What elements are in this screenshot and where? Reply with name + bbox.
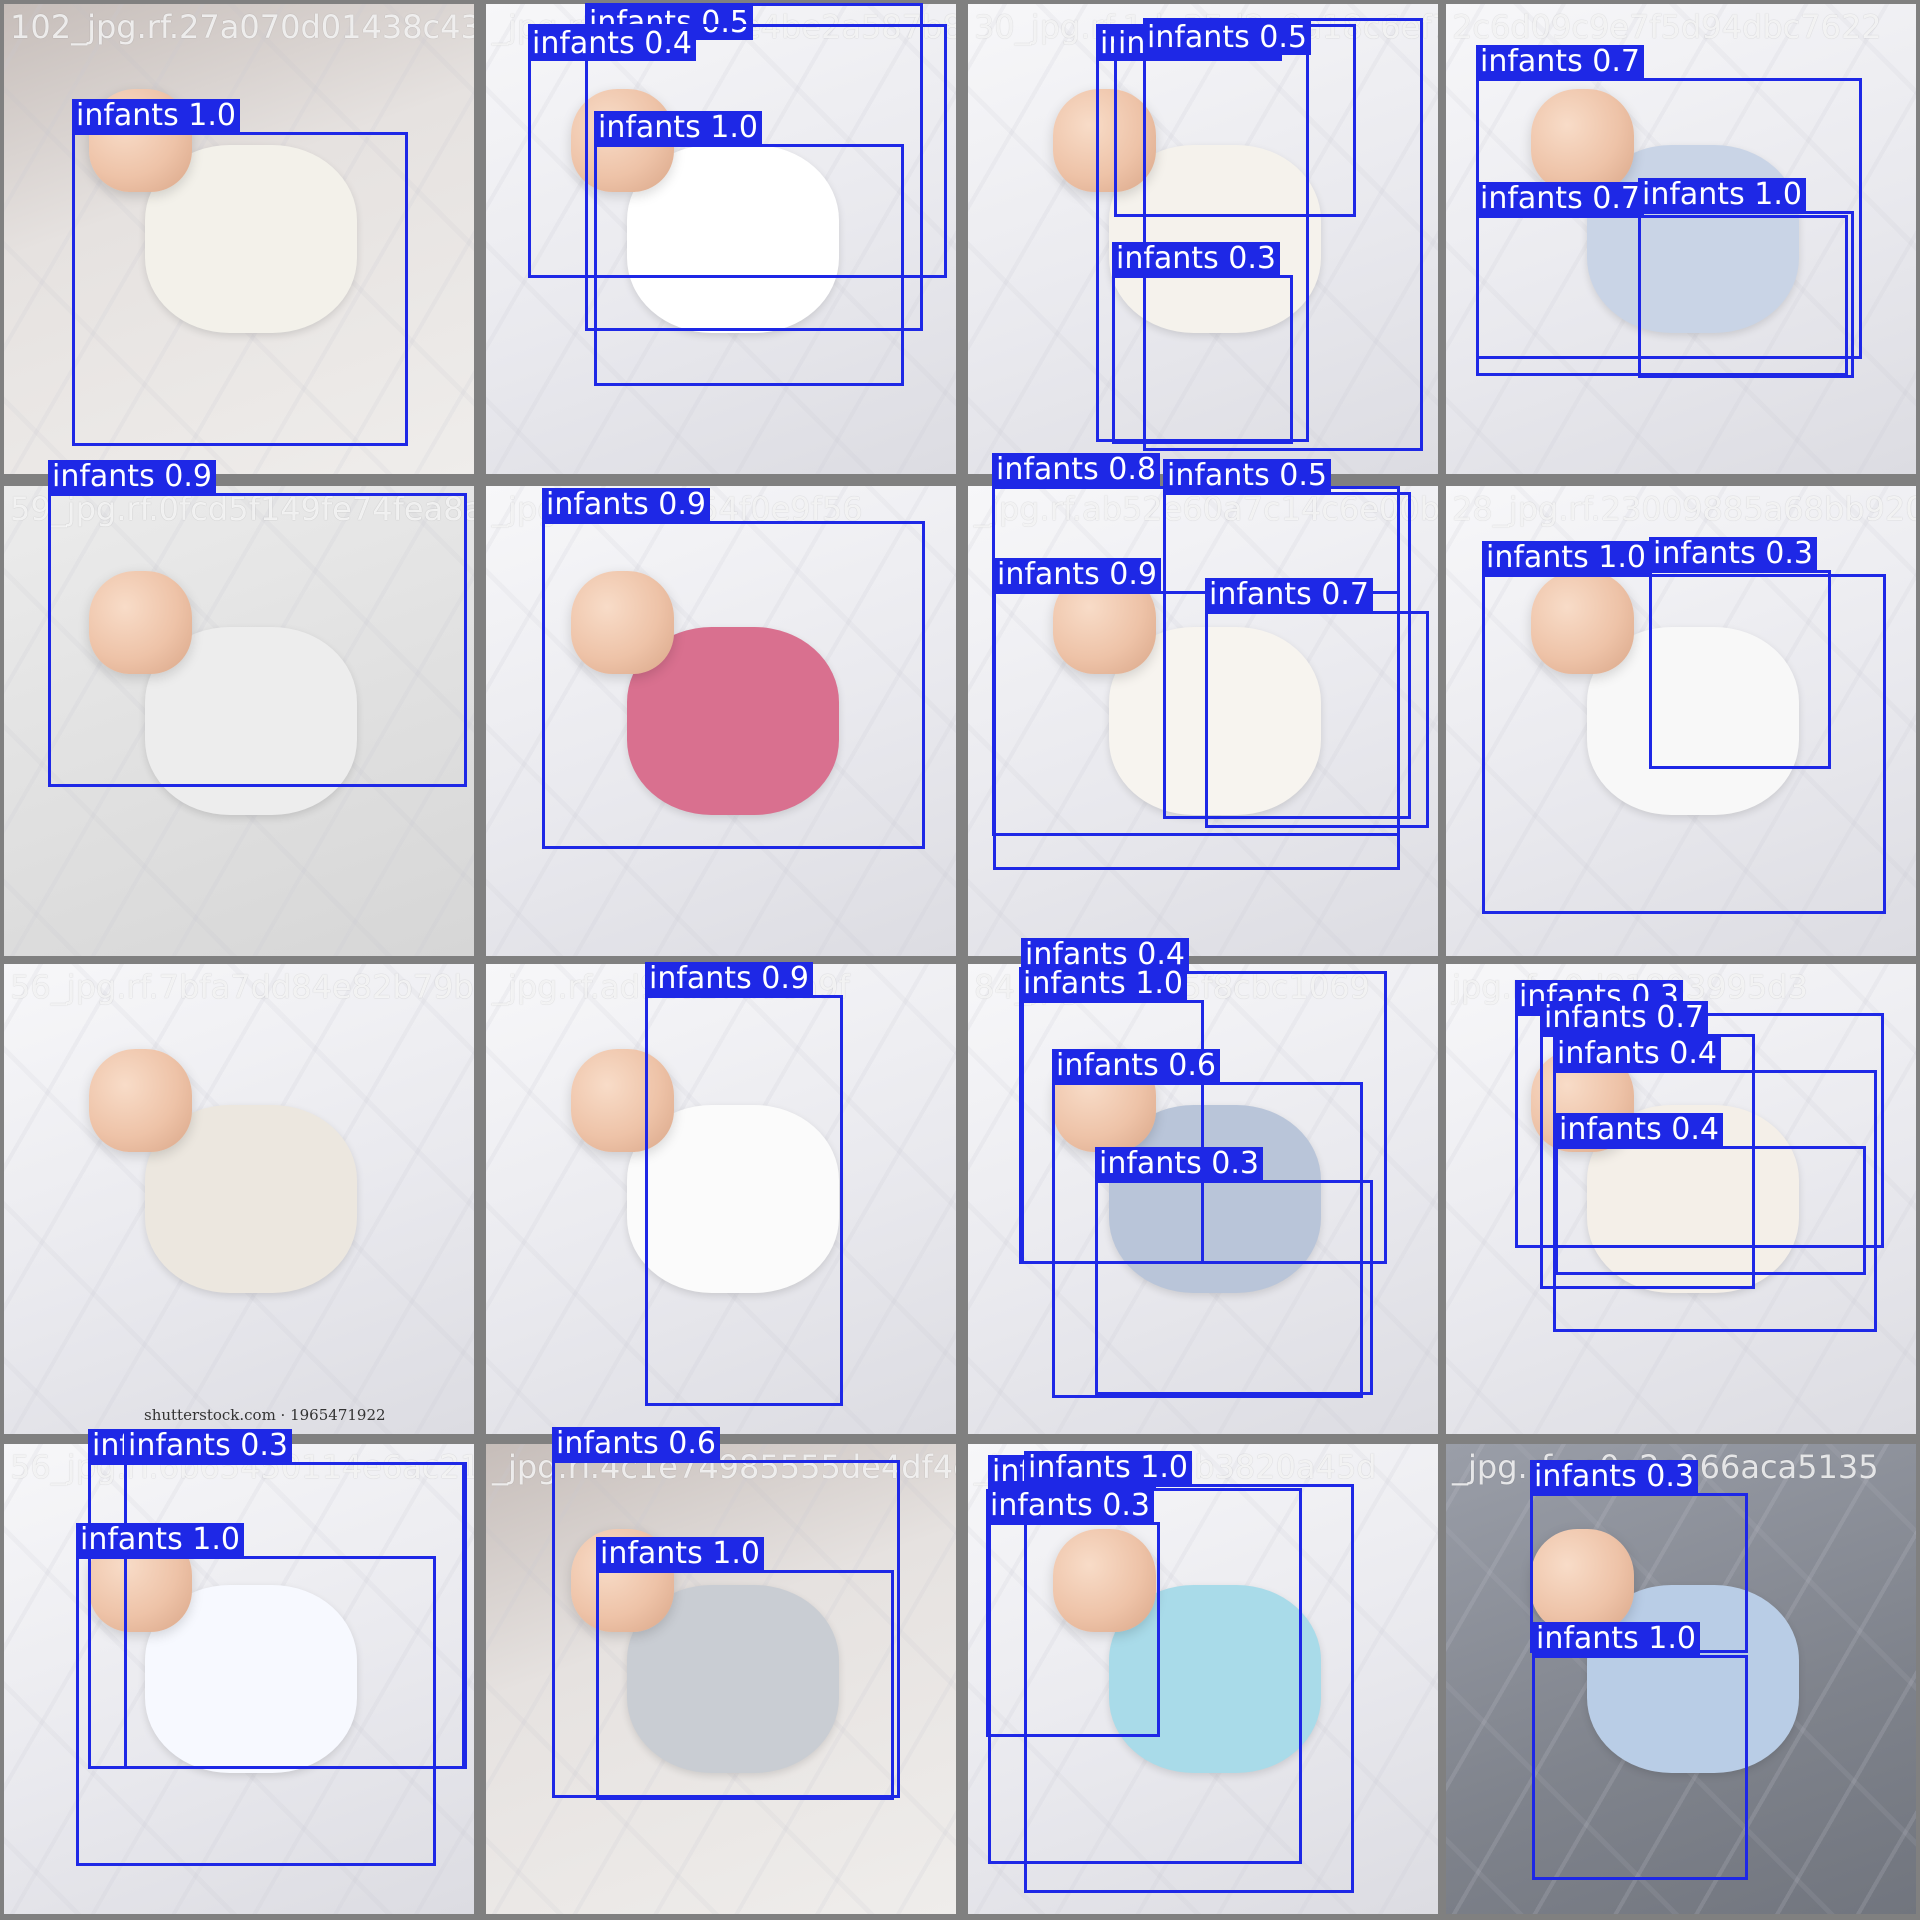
infant-photo bbox=[570, 88, 674, 192]
infant-photo bbox=[1530, 570, 1634, 674]
infant-photo bbox=[570, 1048, 674, 1152]
infant-photo bbox=[1052, 1528, 1156, 1632]
image-filename: 56_jpg.rf.7bfa7dd84e82b79b4 bbox=[10, 968, 474, 1006]
image-filename: 28_jpg.rf.23009885a68bb920 bbox=[1452, 490, 1916, 528]
image-tile: _jpg.rf.7fa4b0b3820a45d bbox=[968, 1444, 1438, 1914]
image-filename: _jpg.rf.7fa4b0b3820a45d bbox=[974, 1448, 1377, 1486]
image-tile: 28_jpg.rf.23009885a68bb920 bbox=[1446, 486, 1916, 956]
image-filename: 56_jpg.rf.6b65450114e6ac21942 bbox=[10, 1448, 474, 1486]
infant-photo bbox=[1530, 1048, 1634, 1152]
infant-photo bbox=[88, 1048, 192, 1152]
image-filename: jpg.rf.e0d81803995d3 bbox=[1452, 968, 1808, 1006]
infant-photo bbox=[570, 570, 674, 674]
image-filename: 84_jpg.rf.4c55f8cbc1069 bbox=[974, 968, 1370, 1006]
image-filename: _jpg.rf.ae0a2e966aca5135 bbox=[1452, 1448, 1879, 1486]
image-tile: _jpg.rf.0a94c54f0e9f56 bbox=[486, 486, 956, 956]
image-filename: _jpg.rf.ad9cd27a8ea9f bbox=[492, 968, 850, 1006]
image-tile: jpg.rf.e0d81803995d3 bbox=[1446, 964, 1916, 1434]
image-tile: _jpg.rf.ab52e60a7c14c6e00b bbox=[968, 486, 1438, 956]
image-tile: 59_jpg.rf.0fcd5f149fe74fea8a bbox=[4, 486, 474, 956]
image-tile: _jpg.rf.eb3a9d2e4be2a587b8c bbox=[486, 4, 956, 474]
image-filename: 2c6d09c9e7f5d94dbc7622 bbox=[1452, 8, 1882, 46]
infant-photo bbox=[1052, 570, 1156, 674]
image-tile: _jpg.rf.4c1e74985555de4df4c bbox=[486, 1444, 956, 1914]
image-filename: _jpg.rf.eb3a9d2e4be2a587b8c bbox=[492, 8, 956, 46]
image-tile: 56_jpg.rf.6b65450114e6ac21942 bbox=[4, 1444, 474, 1914]
infant-photo bbox=[88, 570, 192, 674]
infant-photo bbox=[88, 1528, 192, 1632]
image-tile: shutterstock.com · 1965471922 56_jpg.rf.7… bbox=[4, 964, 474, 1434]
image-tile: _jpg.rf.ae0a2e966aca5135 bbox=[1446, 1444, 1916, 1914]
image-filename: 30_jpg.rf.1de35d2c9a18c6ef7 bbox=[974, 8, 1438, 46]
image-filename: 102_jpg.rf.27a070d01438c43 bbox=[10, 8, 474, 46]
image-filename: _jpg.rf.0a94c54f0e9f56 bbox=[492, 490, 863, 528]
infant-photo bbox=[88, 88, 192, 192]
image-tile: 30_jpg.rf.1de35d2c9a18c6ef7 bbox=[968, 4, 1438, 474]
watermark-text: shutterstock.com · 1965471922 bbox=[144, 1406, 386, 1424]
infant-photo bbox=[570, 1528, 674, 1632]
infant-photo bbox=[1052, 1048, 1156, 1152]
image-filename: 59_jpg.rf.0fcd5f149fe74fea8a bbox=[10, 490, 474, 528]
image-tile: 84_jpg.rf.4c55f8cbc1069 bbox=[968, 964, 1438, 1434]
infant-photo bbox=[1530, 1528, 1634, 1632]
image-tile: 2c6d09c9e7f5d94dbc7622 bbox=[1446, 4, 1916, 474]
infant-photo bbox=[1052, 88, 1156, 192]
image-tile: 102_jpg.rf.27a070d01438c43 bbox=[4, 4, 474, 474]
image-tile: _jpg.rf.ad9cd27a8ea9f bbox=[486, 964, 956, 1434]
image-filename: _jpg.rf.ab52e60a7c14c6e00b bbox=[974, 490, 1438, 528]
infant-photo bbox=[1530, 88, 1634, 192]
image-filename: _jpg.rf.4c1e74985555de4df4c bbox=[492, 1448, 956, 1486]
